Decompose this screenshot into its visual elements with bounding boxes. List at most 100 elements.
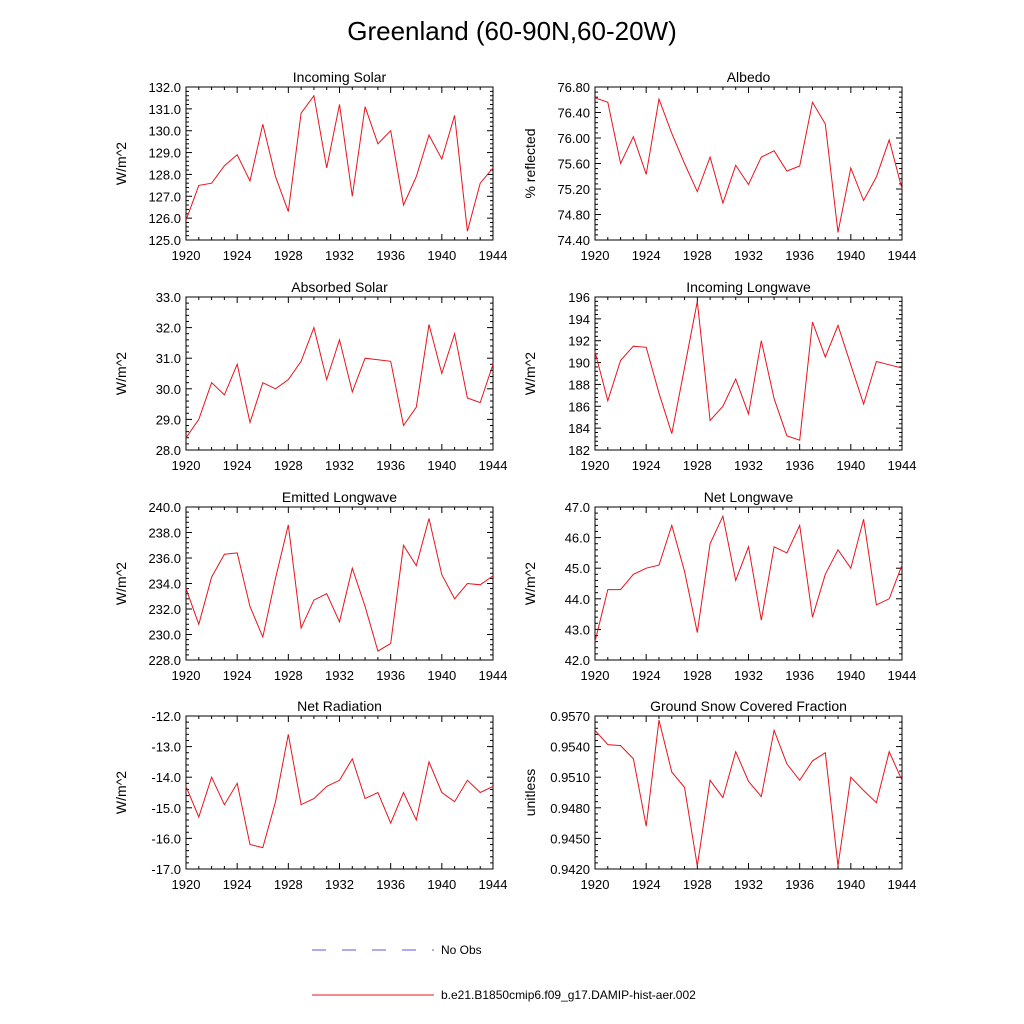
legend-model-label: b.e21.B1850cmip6.f09_g17.DAMIP-hist-aer.… — [441, 988, 696, 1002]
y-tick-label: -16.0 — [151, 831, 181, 846]
y-tick-label: 74.80 — [557, 208, 590, 223]
x-tick-label: 1928 — [274, 248, 303, 263]
chart-title: Incoming Solar — [293, 69, 387, 85]
plot-frame — [185, 296, 494, 451]
x-tick-label: 1944 — [479, 668, 508, 683]
x-tick-label: 1932 — [734, 248, 763, 263]
y-tick-label: 196 — [568, 290, 590, 305]
y-tick-label: 188 — [568, 377, 590, 392]
x-tick-label: 1940 — [427, 248, 456, 263]
y-tick-label: 0.9450 — [550, 831, 590, 846]
y-tick-label: 232.0 — [148, 602, 181, 617]
y-tick-label: 127.0 — [148, 189, 181, 204]
x-tick-label: 1932 — [734, 458, 763, 473]
y-tick-label: 0.9540 — [550, 740, 590, 755]
y-tick-label: 33.0 — [156, 290, 181, 305]
x-tick-label: 1940 — [427, 877, 456, 892]
x-tick-label: 1924 — [223, 458, 252, 473]
x-tick-label: 1944 — [479, 248, 508, 263]
series-line — [594, 514, 903, 642]
y-tick-label: -15.0 — [151, 801, 181, 816]
x-tick-label: 1928 — [683, 248, 712, 263]
y-tick-label: 192 — [568, 334, 590, 349]
series-line — [594, 719, 903, 866]
chart-title: Ground Snow Covered Fraction — [650, 698, 847, 714]
y-tick-label: 0.9480 — [550, 801, 590, 816]
y-tick-label: 230.0 — [148, 628, 181, 643]
plot-frame — [594, 715, 903, 870]
x-tick-label: 1928 — [683, 668, 712, 683]
x-tick-label: 1936 — [376, 877, 405, 892]
x-tick-label: 1924 — [632, 248, 661, 263]
y-tick-label: 132.0 — [148, 80, 181, 95]
y-axis-label: W/m^2 — [522, 352, 538, 395]
x-tick-label: 1928 — [274, 458, 303, 473]
y-tick-label: 32.0 — [156, 321, 181, 336]
chart-title: Emitted Longwave — [282, 489, 397, 505]
x-tick-label: 1924 — [223, 668, 252, 683]
chart-title: Absorbed Solar — [291, 279, 388, 295]
y-tick-label: 28.0 — [156, 443, 181, 458]
x-tick-label: 1940 — [427, 458, 456, 473]
x-tick-label: 1928 — [274, 877, 303, 892]
panels: Incoming Solar W/m^2 1920 1924 1928 1932 1936 1… — [113, 69, 916, 892]
y-tick-label: 76.80 — [557, 80, 590, 95]
y-tick-label: 45.0 — [565, 561, 590, 576]
y-tick-label: 128.0 — [148, 167, 181, 182]
y-tick-label: 129.0 — [148, 146, 181, 161]
x-tick-label: 1944 — [888, 458, 917, 473]
y-tick-label: 238.0 — [148, 526, 181, 541]
x-tick-label: 1928 — [683, 458, 712, 473]
chart-title: Net Radiation — [297, 698, 382, 714]
y-tick-label: 75.20 — [557, 182, 590, 197]
y-tick-label: 130.0 — [148, 124, 181, 139]
x-tick-label: 1932 — [734, 877, 763, 892]
y-tick-label: -14.0 — [151, 770, 181, 785]
x-tick-label: 1944 — [479, 877, 508, 892]
x-tick-label: 1924 — [223, 877, 252, 892]
y-tick-label: -17.0 — [151, 862, 181, 877]
plot-frame — [594, 506, 903, 661]
series-line — [594, 301, 903, 441]
legend: No Obs b.e21.B1850cmip6.f09_g17.DAMIP-hi… — [312, 943, 696, 1002]
y-axis-label: W/m^2 — [113, 142, 129, 185]
x-tick-label: 1932 — [325, 458, 354, 473]
x-tick-label: 1940 — [427, 668, 456, 683]
x-tick-label: 1924 — [632, 668, 661, 683]
chart-title: Net Longwave — [704, 489, 794, 505]
x-tick-label: 1936 — [785, 248, 814, 263]
x-tick-label: 1920 — [581, 877, 610, 892]
chart-panel: Incoming Solar W/m^2 1920 1924 1928 1932 1936 1… — [113, 69, 507, 263]
x-tick-label: 1920 — [172, 458, 201, 473]
x-tick-label: 1924 — [632, 458, 661, 473]
y-axis-label: W/m^2 — [113, 562, 129, 605]
x-tick-label: 1936 — [785, 877, 814, 892]
x-tick-label: 1940 — [836, 248, 865, 263]
x-tick-label: 1944 — [479, 458, 508, 473]
y-tick-label: 194 — [568, 312, 590, 327]
x-tick-label: 1940 — [836, 458, 865, 473]
x-tick-label: 1932 — [325, 877, 354, 892]
x-tick-label: 1928 — [274, 668, 303, 683]
y-tick-label: 76.00 — [557, 131, 590, 146]
x-tick-label: 1920 — [581, 458, 610, 473]
x-tick-label: 1920 — [581, 248, 610, 263]
y-tick-label: 42.0 — [565, 653, 590, 668]
y-tick-label: 190 — [568, 356, 590, 371]
y-tick-label: 234.0 — [148, 577, 181, 592]
x-tick-label: 1932 — [325, 668, 354, 683]
series-line — [185, 734, 494, 849]
y-tick-label: 228.0 — [148, 653, 181, 668]
chart-panel: Emitted Longwave W/m^2 1920 1924 1928 1932 193… — [113, 489, 507, 683]
chart-panel: Albedo % reflected 1920 1924 1928 1932 1936 194… — [522, 69, 916, 263]
x-tick-label: 1940 — [836, 877, 865, 892]
y-tick-label: 30.0 — [156, 382, 181, 397]
x-tick-label: 1944 — [888, 668, 917, 683]
y-tick-label: -13.0 — [151, 740, 181, 755]
x-tick-label: 1920 — [581, 668, 610, 683]
y-tick-label: 29.0 — [156, 412, 181, 427]
y-tick-label: 74.40 — [557, 233, 590, 248]
x-tick-label: 1936 — [376, 668, 405, 683]
chart-panel: Ground Snow Covered Fraction unitless 1920… — [522, 698, 916, 892]
